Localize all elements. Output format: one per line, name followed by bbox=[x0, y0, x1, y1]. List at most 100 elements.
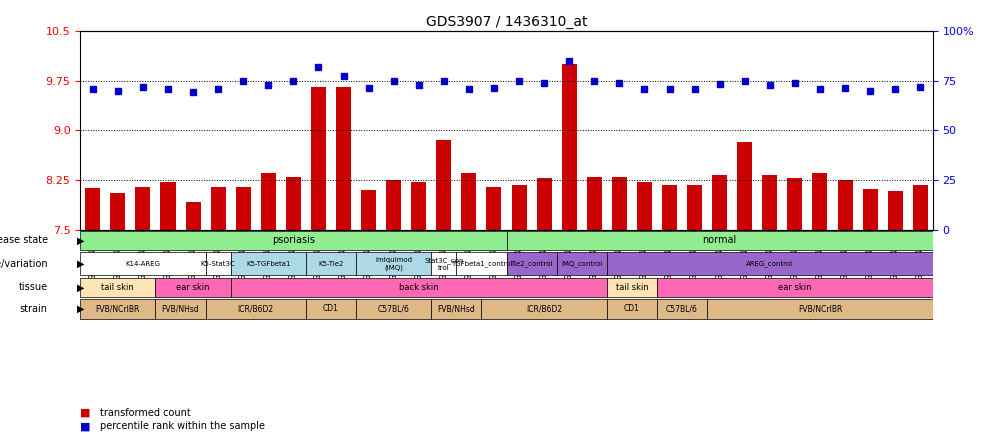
Text: ▶: ▶ bbox=[76, 259, 84, 269]
Bar bbox=[787, 178, 802, 230]
Bar bbox=[235, 186, 250, 230]
Text: back skin: back skin bbox=[399, 283, 438, 292]
Text: TGFbeta1_control: TGFbeta1_control bbox=[450, 261, 512, 267]
Bar bbox=[160, 182, 175, 230]
FancyBboxPatch shape bbox=[80, 252, 205, 275]
Bar bbox=[762, 175, 777, 230]
FancyBboxPatch shape bbox=[431, 252, 456, 275]
Text: K5-Tie2: K5-Tie2 bbox=[318, 261, 344, 267]
Bar bbox=[862, 189, 877, 230]
Text: FVB/NHsd: FVB/NHsd bbox=[437, 305, 475, 313]
Bar bbox=[386, 180, 401, 230]
Bar bbox=[686, 185, 701, 230]
Bar bbox=[361, 190, 376, 230]
FancyBboxPatch shape bbox=[356, 299, 431, 319]
Text: ▶: ▶ bbox=[76, 304, 84, 314]
FancyBboxPatch shape bbox=[556, 252, 606, 275]
Bar bbox=[85, 188, 100, 230]
Text: ▶: ▶ bbox=[76, 282, 84, 292]
Text: ▶: ▶ bbox=[76, 235, 84, 245]
FancyBboxPatch shape bbox=[431, 299, 481, 319]
FancyBboxPatch shape bbox=[656, 299, 706, 319]
Text: psoriasis: psoriasis bbox=[272, 235, 315, 245]
Bar bbox=[261, 173, 276, 230]
Bar bbox=[586, 177, 601, 230]
Text: C57BL/6: C57BL/6 bbox=[378, 305, 409, 313]
Bar bbox=[711, 175, 726, 230]
Text: Stat3C_con
trol: Stat3C_con trol bbox=[424, 257, 463, 271]
Text: K5-Stat3C: K5-Stat3C bbox=[200, 261, 235, 267]
Bar bbox=[887, 191, 902, 230]
FancyBboxPatch shape bbox=[606, 278, 656, 297]
Text: Tie2_control: Tie2_control bbox=[510, 261, 552, 267]
Text: ■: ■ bbox=[80, 408, 90, 418]
FancyBboxPatch shape bbox=[606, 299, 656, 319]
Text: ear skin: ear skin bbox=[176, 283, 209, 292]
Text: normal: normal bbox=[701, 235, 736, 245]
FancyBboxPatch shape bbox=[456, 252, 506, 275]
FancyBboxPatch shape bbox=[506, 230, 932, 250]
Text: FVB/NHsd: FVB/NHsd bbox=[161, 305, 199, 313]
Bar bbox=[110, 193, 125, 230]
Text: FVB/NCrIBR: FVB/NCrIBR bbox=[95, 305, 140, 313]
Bar bbox=[286, 177, 301, 230]
FancyBboxPatch shape bbox=[155, 299, 205, 319]
Bar bbox=[536, 178, 551, 230]
Text: percentile rank within the sample: percentile rank within the sample bbox=[100, 421, 266, 431]
Bar bbox=[135, 186, 150, 230]
Text: AREG_control: AREG_control bbox=[745, 261, 793, 267]
FancyBboxPatch shape bbox=[656, 278, 932, 297]
Text: ICR/B6D2: ICR/B6D2 bbox=[237, 305, 274, 313]
Bar bbox=[812, 173, 827, 230]
FancyBboxPatch shape bbox=[80, 278, 155, 297]
Text: C57BL/6: C57BL/6 bbox=[665, 305, 697, 313]
Bar bbox=[185, 202, 200, 230]
Bar bbox=[210, 186, 225, 230]
Text: imiquimod
(IMQ): imiquimod (IMQ) bbox=[375, 257, 412, 270]
Bar bbox=[511, 185, 526, 230]
Bar bbox=[661, 185, 676, 230]
FancyBboxPatch shape bbox=[306, 299, 356, 319]
Text: IMQ_control: IMQ_control bbox=[560, 261, 602, 267]
Bar bbox=[461, 173, 476, 230]
Text: ear skin: ear skin bbox=[778, 283, 811, 292]
Text: K14-AREG: K14-AREG bbox=[125, 261, 160, 267]
FancyBboxPatch shape bbox=[80, 230, 506, 250]
Bar bbox=[837, 180, 852, 230]
Text: tissue: tissue bbox=[18, 282, 48, 292]
FancyBboxPatch shape bbox=[155, 278, 230, 297]
Bar bbox=[436, 140, 451, 230]
FancyBboxPatch shape bbox=[606, 252, 932, 275]
Text: CD1: CD1 bbox=[323, 305, 339, 313]
Text: ICR/B6D2: ICR/B6D2 bbox=[525, 305, 562, 313]
FancyBboxPatch shape bbox=[481, 299, 606, 319]
Bar bbox=[486, 186, 501, 230]
Bar bbox=[336, 87, 351, 230]
FancyBboxPatch shape bbox=[356, 252, 431, 275]
Text: tail skin: tail skin bbox=[101, 283, 134, 292]
FancyBboxPatch shape bbox=[506, 252, 556, 275]
Text: CD1: CD1 bbox=[623, 305, 639, 313]
Bar bbox=[411, 182, 426, 230]
Text: K5-TGFbeta1: K5-TGFbeta1 bbox=[245, 261, 291, 267]
Bar bbox=[912, 185, 927, 230]
Text: strain: strain bbox=[20, 304, 48, 314]
FancyBboxPatch shape bbox=[205, 299, 306, 319]
Bar bbox=[736, 142, 752, 230]
Text: transformed count: transformed count bbox=[100, 408, 190, 418]
Title: GDS3907 / 1436310_at: GDS3907 / 1436310_at bbox=[425, 15, 587, 29]
Text: ■: ■ bbox=[80, 421, 90, 431]
Text: FVB/NCrIBR: FVB/NCrIBR bbox=[797, 305, 842, 313]
FancyBboxPatch shape bbox=[230, 278, 606, 297]
FancyBboxPatch shape bbox=[306, 252, 356, 275]
Bar bbox=[561, 64, 576, 230]
FancyBboxPatch shape bbox=[205, 252, 230, 275]
Bar bbox=[611, 177, 626, 230]
Bar bbox=[311, 87, 326, 230]
Text: disease state: disease state bbox=[0, 235, 48, 245]
Bar bbox=[636, 182, 651, 230]
Text: tail skin: tail skin bbox=[615, 283, 647, 292]
FancyBboxPatch shape bbox=[230, 252, 306, 275]
FancyBboxPatch shape bbox=[706, 299, 932, 319]
FancyBboxPatch shape bbox=[80, 299, 155, 319]
